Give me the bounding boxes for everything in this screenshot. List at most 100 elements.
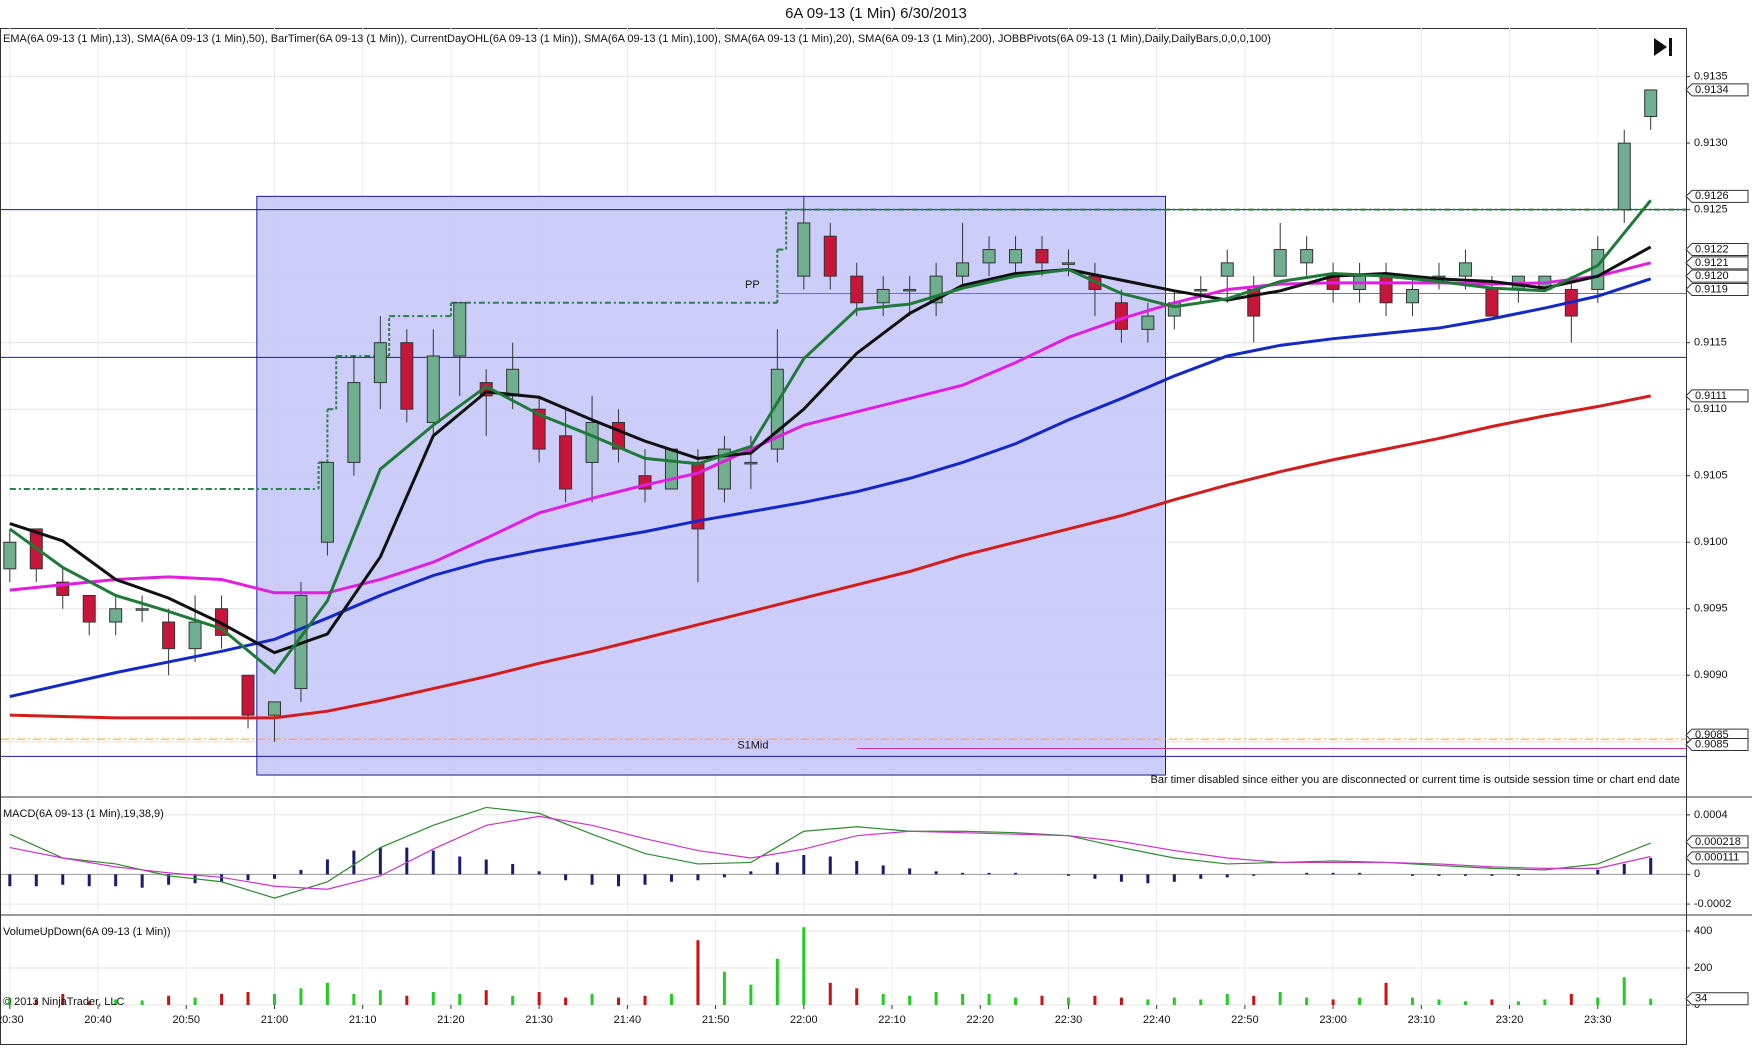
x-tick-label: 20:30 bbox=[0, 1014, 24, 1026]
volume-bar bbox=[272, 993, 276, 1005]
candle-body bbox=[320, 461, 334, 543]
x-tick-label: 21:00 bbox=[261, 1014, 289, 1026]
y-tick-label: -0.0002 bbox=[1694, 898, 1731, 910]
candle-body bbox=[1194, 288, 1208, 292]
x-tick-label: 22:50 bbox=[1231, 1014, 1259, 1026]
x-tick-label: 23:30 bbox=[1584, 1014, 1612, 1026]
price-marker-label: 0.9111 bbox=[1695, 390, 1727, 402]
candle-body bbox=[1379, 275, 1393, 304]
y-tick-label: 0.0004 bbox=[1694, 809, 1728, 821]
price-marker-label: 0.9134 bbox=[1695, 84, 1729, 96]
candle-body bbox=[850, 275, 864, 304]
price-marker bbox=[1685, 389, 1749, 403]
volume-bar bbox=[8, 997, 12, 1005]
candle-body bbox=[903, 288, 917, 292]
bar-timer-note: Bar timer disabled since either you are … bbox=[1151, 774, 1681, 786]
x-tick-label: 22:30 bbox=[1055, 1014, 1083, 1026]
volume-bar bbox=[934, 992, 938, 1005]
price-marker bbox=[1685, 737, 1749, 751]
candle-body bbox=[1009, 249, 1023, 264]
volume-bar bbox=[908, 995, 912, 1005]
indicator-line bbox=[8, 199, 1652, 675]
volume-bar bbox=[1278, 992, 1282, 1005]
volume-bar bbox=[299, 988, 303, 1005]
x-tick-label: 21:50 bbox=[702, 1014, 730, 1026]
volume-bar bbox=[1516, 1001, 1520, 1005]
x-tick-label: 20:40 bbox=[84, 1014, 112, 1026]
end-bar[interactable] bbox=[1669, 38, 1672, 56]
candle-body bbox=[162, 621, 176, 650]
chart-title: 6A 09-13 (1 Min) 6/30/2013 bbox=[785, 5, 967, 22]
candle-body bbox=[82, 594, 96, 623]
volume-bar bbox=[881, 993, 885, 1005]
volume-bar bbox=[1066, 997, 1070, 1005]
volume-bar bbox=[246, 992, 250, 1005]
price-marker-label: 0.000111 bbox=[1695, 852, 1739, 864]
volume-bar bbox=[1490, 999, 1494, 1005]
candle-body bbox=[3, 541, 17, 570]
candle-body bbox=[400, 342, 414, 410]
candle-body bbox=[744, 461, 758, 465]
macd-title: MACD(6A 09-13 (1 Min),19,38,9) bbox=[3, 808, 164, 820]
price-marker bbox=[1685, 835, 1749, 849]
volume-bar bbox=[590, 993, 594, 1005]
candle-body bbox=[1141, 315, 1155, 330]
candle-body bbox=[982, 249, 996, 264]
y-tick-label: 0.9090 bbox=[1694, 669, 1728, 681]
price-marker-label: 0.9122 bbox=[1695, 243, 1729, 255]
candle-body bbox=[267, 701, 281, 716]
volume-bar bbox=[1358, 997, 1362, 1005]
candle-body bbox=[1617, 142, 1631, 211]
candle-body bbox=[1591, 249, 1605, 290]
x-tick-label: 22:40 bbox=[1143, 1014, 1171, 1026]
price-marker bbox=[1685, 282, 1749, 296]
volume-bar bbox=[1225, 993, 1229, 1005]
candle-body bbox=[876, 288, 890, 304]
volume-bar bbox=[1463, 1001, 1467, 1005]
candle-body bbox=[1485, 288, 1499, 317]
y-tick-label: 0.9110 bbox=[1694, 403, 1727, 415]
y-tick-label: 0.9130 bbox=[1694, 137, 1728, 149]
x-tick-label: 22:10 bbox=[878, 1014, 906, 1026]
volume-bar bbox=[855, 988, 859, 1005]
volume-bar bbox=[564, 997, 568, 1005]
volume-bar bbox=[987, 993, 991, 1005]
candle-body bbox=[135, 608, 149, 611]
volume-bar bbox=[1543, 999, 1547, 1005]
candle-body bbox=[453, 302, 467, 357]
price-marker-label: 0.9120 bbox=[1695, 270, 1729, 282]
candle-body bbox=[1458, 262, 1472, 277]
price-marker bbox=[1685, 851, 1749, 865]
volume-bar bbox=[484, 990, 488, 1005]
volume-bar bbox=[1199, 999, 1203, 1005]
volume-bar bbox=[61, 993, 65, 1005]
volume-bar bbox=[1569, 993, 1573, 1005]
end-arrow[interactable] bbox=[1654, 38, 1667, 56]
volume-bar bbox=[114, 999, 118, 1005]
zone bbox=[256, 195, 1167, 776]
volume-bar bbox=[1146, 999, 1150, 1005]
candle-body bbox=[426, 355, 440, 424]
x-tick-label: 21:30 bbox=[525, 1014, 553, 1026]
y-tick-label: 0.9095 bbox=[1694, 603, 1728, 615]
end-button[interactable] bbox=[1654, 38, 1672, 56]
volume-bar bbox=[1305, 997, 1309, 1005]
candle-body bbox=[506, 368, 520, 397]
volume-bar bbox=[775, 958, 779, 1005]
volume-bar bbox=[167, 995, 171, 1005]
candle-body bbox=[956, 262, 970, 277]
candle-body bbox=[664, 448, 678, 490]
volume-bar bbox=[643, 995, 647, 1005]
volume-bar bbox=[140, 1000, 144, 1005]
volume-bar bbox=[511, 995, 515, 1005]
candle-body bbox=[585, 422, 599, 463]
indicator-line bbox=[9, 261, 1652, 595]
candle-body bbox=[1220, 262, 1234, 277]
volume-title: VolumeUpDown(6A 09-13 (1 Min)) bbox=[3, 926, 171, 938]
volume-bar bbox=[1119, 997, 1123, 1005]
copyright: © 2013 NinjaTrader, LLC bbox=[3, 996, 124, 1008]
volume-bar bbox=[1331, 999, 1335, 1005]
price-marker bbox=[1685, 256, 1749, 270]
volume-bar bbox=[617, 997, 621, 1005]
candle-body bbox=[1273, 249, 1287, 277]
